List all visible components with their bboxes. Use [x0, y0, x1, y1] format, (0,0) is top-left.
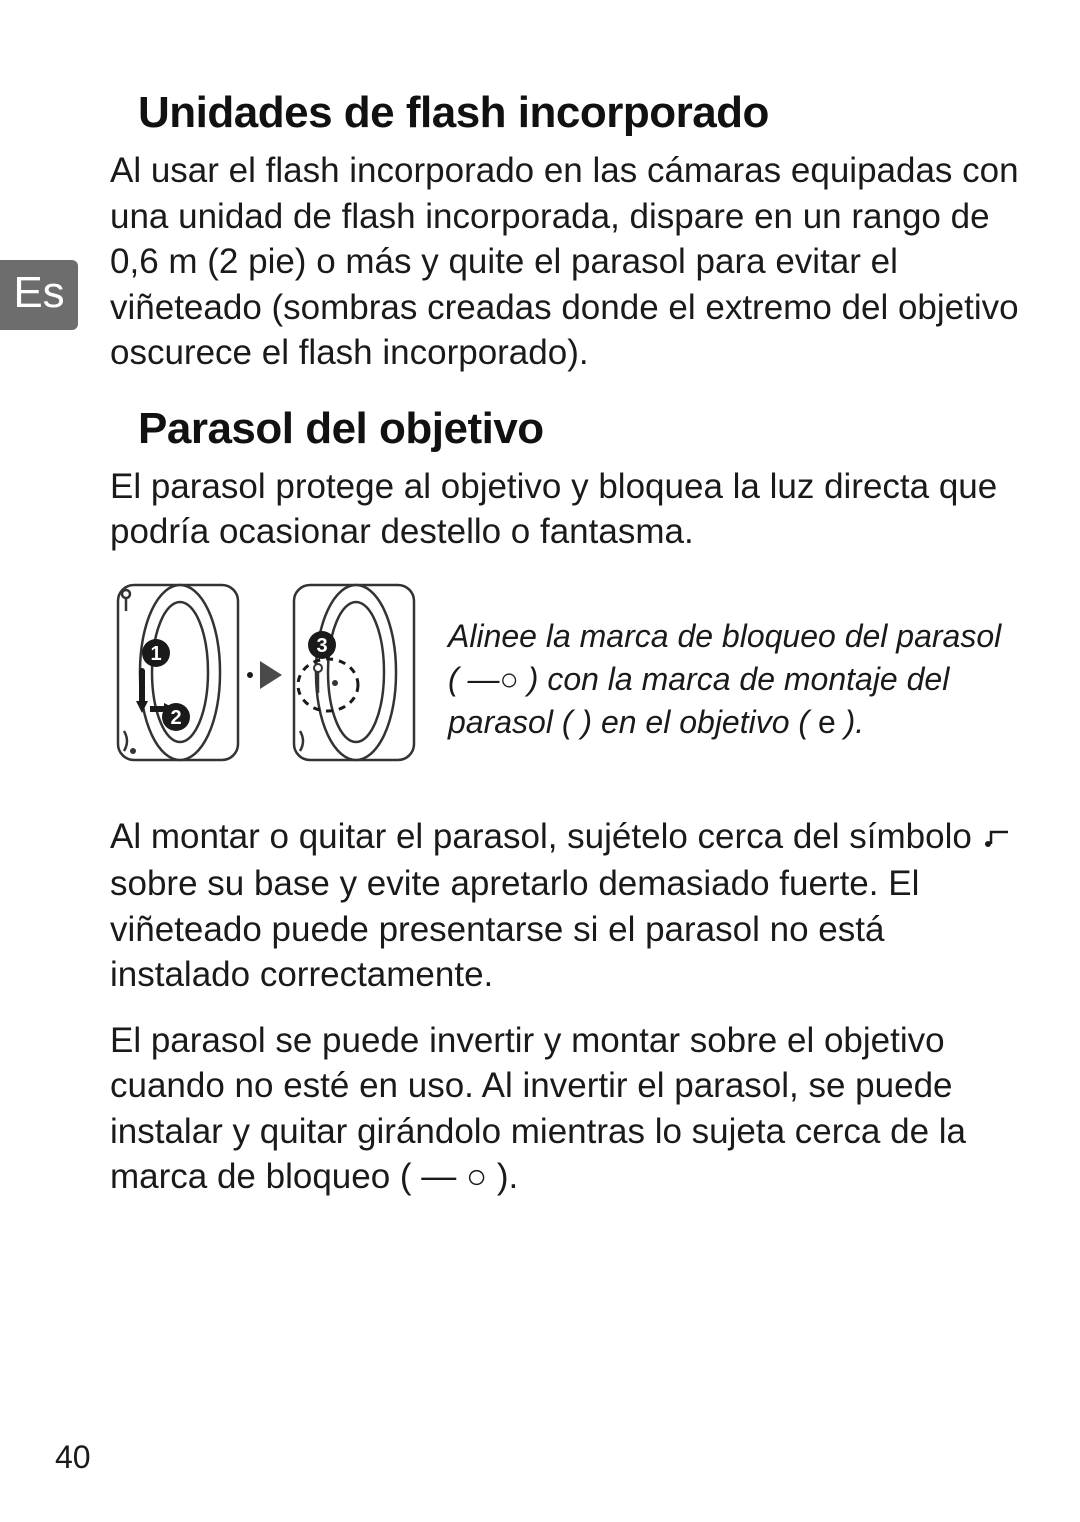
caption-text-3: ). [836, 704, 864, 740]
step-ref: e [818, 704, 836, 740]
section-title-flash: Unidades de flash incorporado [138, 88, 1020, 138]
page-number: 40 [55, 1439, 91, 1476]
mount-text-post: sobre su base y evite apretarlo demasiad… [110, 864, 919, 994]
section-intro-hood: El parasol protege al objetivo y bloquea… [110, 464, 1020, 555]
hood-diagram-row: 1 2 [110, 575, 1020, 780]
hood-caption: Alinee la marca de bloqueo del parasol (… [448, 575, 1020, 745]
page-content: Unidades de flash incorporado Al usar el… [0, 0, 1080, 1200]
hood-mount-paragraph: Al montar o quitar el parasol, sujételo … [110, 814, 1020, 998]
lock-mark-icon: ○ [500, 661, 519, 697]
section-title-hood: Parasol del objetivo [138, 404, 1020, 454]
mount-text-pre: Al montar o quitar el parasol, sujételo … [110, 817, 982, 856]
hood-reverse-paragraph: El parasol se puede invertir y montar so… [110, 1018, 1020, 1200]
caption-text-2: ) con la marca de montaje del parasol ( … [448, 661, 949, 740]
lens-hood-diagram-icon: 1 2 [110, 575, 430, 775]
section-body-flash: Al usar el flash incorporado en las cáma… [110, 148, 1020, 376]
grip-symbol-icon [982, 816, 1012, 862]
hood-diagram: 1 2 [110, 575, 430, 780]
svg-text:1: 1 [150, 643, 161, 665]
svg-text:3: 3 [316, 635, 327, 657]
